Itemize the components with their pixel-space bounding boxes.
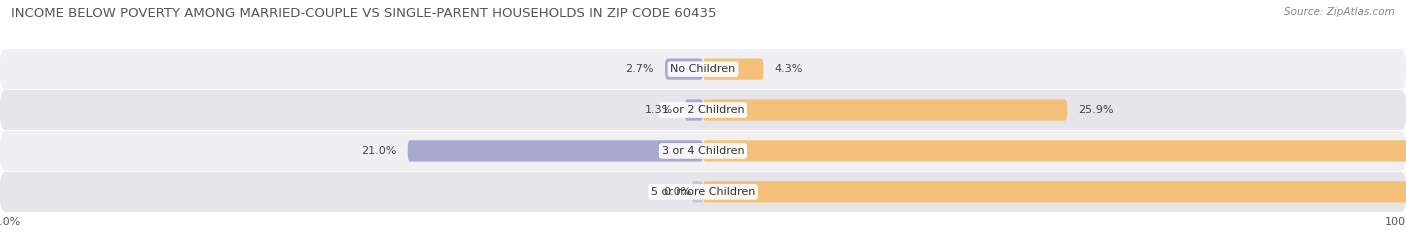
Text: No Children: No Children [671, 64, 735, 74]
FancyBboxPatch shape [0, 49, 1406, 89]
Text: Source: ZipAtlas.com: Source: ZipAtlas.com [1284, 7, 1395, 17]
FancyBboxPatch shape [665, 58, 703, 80]
FancyBboxPatch shape [703, 181, 1406, 202]
FancyBboxPatch shape [408, 140, 703, 161]
Text: INCOME BELOW POVERTY AMONG MARRIED-COUPLE VS SINGLE-PARENT HOUSEHOLDS IN ZIP COD: INCOME BELOW POVERTY AMONG MARRIED-COUPL… [11, 7, 717, 20]
FancyBboxPatch shape [0, 172, 1406, 212]
FancyBboxPatch shape [0, 131, 1406, 171]
Text: 0.0%: 0.0% [664, 187, 692, 197]
FancyBboxPatch shape [0, 90, 1406, 130]
Text: 25.9%: 25.9% [1078, 105, 1114, 115]
Text: 3 or 4 Children: 3 or 4 Children [662, 146, 744, 156]
Text: 4.3%: 4.3% [775, 64, 803, 74]
FancyBboxPatch shape [692, 181, 703, 202]
FancyBboxPatch shape [703, 140, 1406, 161]
Text: 1.3%: 1.3% [645, 105, 673, 115]
Text: 2.7%: 2.7% [626, 64, 654, 74]
Text: 21.0%: 21.0% [361, 146, 396, 156]
FancyBboxPatch shape [703, 99, 1067, 121]
Text: 5 or more Children: 5 or more Children [651, 187, 755, 197]
Text: 1 or 2 Children: 1 or 2 Children [662, 105, 744, 115]
FancyBboxPatch shape [703, 58, 763, 80]
FancyBboxPatch shape [685, 99, 703, 121]
